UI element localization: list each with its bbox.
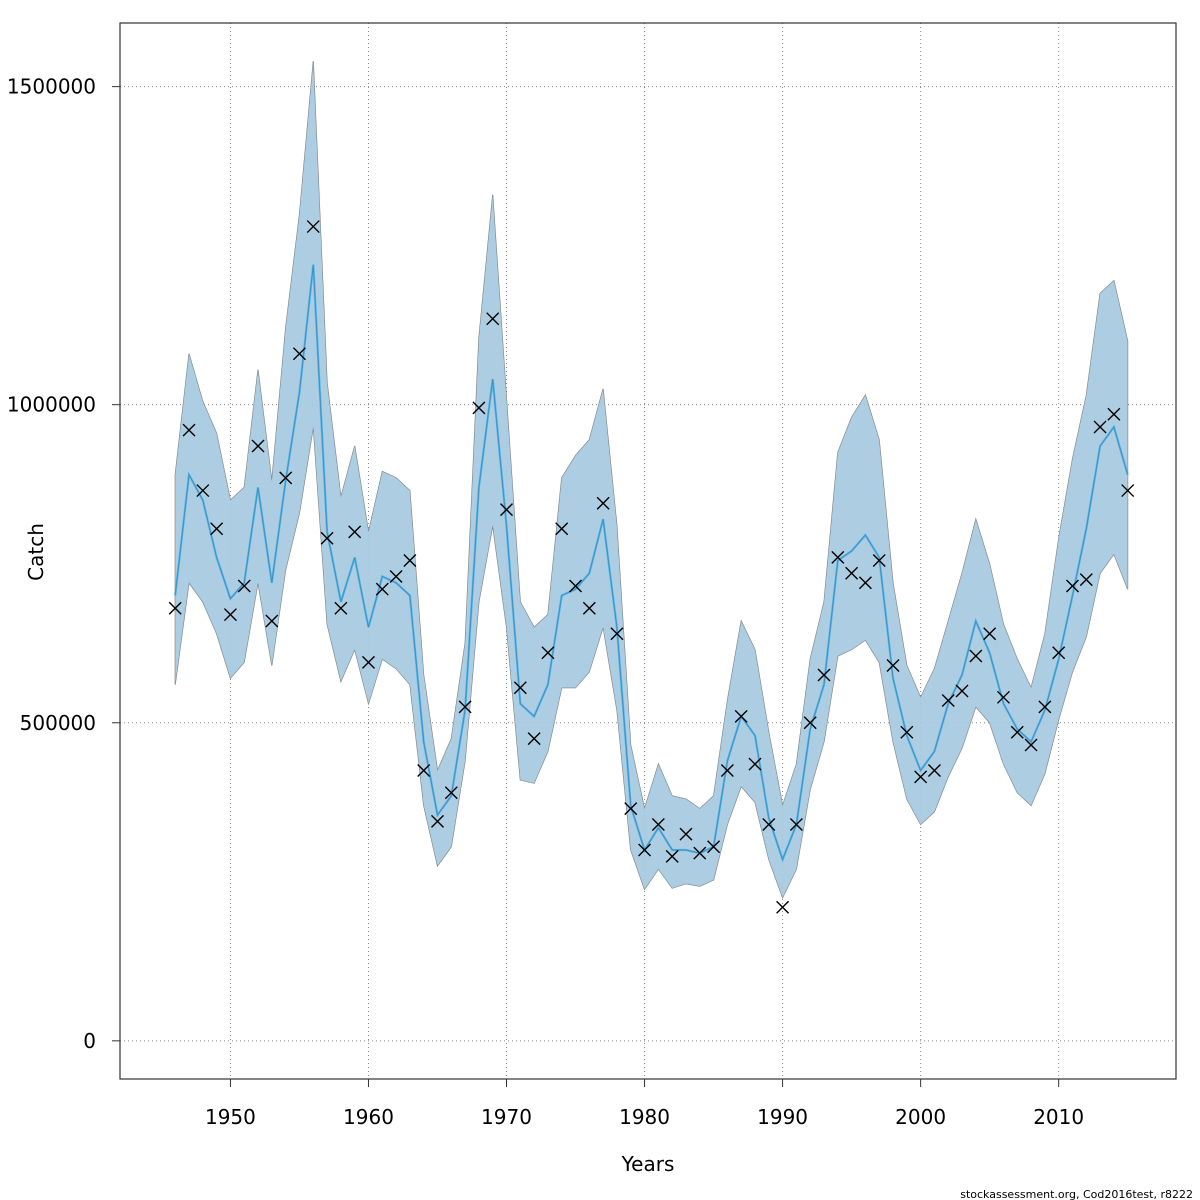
y-tick-label: 500000 [20,711,96,735]
observed-point [1121,484,1135,498]
x-tick-label: 2000 [895,1105,946,1129]
observed-point [472,401,486,415]
observed-point [748,757,762,771]
x-axis-title: Years [621,1152,675,1176]
footer-credit: stockassessment.org, Cod2016test, r8222 [960,1188,1193,1200]
observed-point [430,814,444,828]
observed-point [886,659,900,673]
observed-point [541,646,555,660]
observed-point [872,554,886,568]
confidence-band [174,61,1129,899]
observed-point [969,649,983,663]
observed-markers [168,220,1135,914]
observed-point [1024,738,1038,752]
confidence-band-inner [175,61,1128,898]
observed-point [707,840,721,854]
observed-point [651,818,665,832]
observed-point [348,525,362,539]
observed-point [210,522,224,536]
observed-point [776,900,790,914]
observed-point [900,725,914,739]
x-tick-label: 2010 [1033,1105,1084,1129]
observed-point [196,484,210,498]
observed-point [569,579,583,593]
x-axis: 1950 1960 1970 1980 1990 2000 2010 [205,1079,1084,1129]
observed-point [555,522,569,536]
observed-point [1010,725,1024,739]
observed-point [941,693,955,707]
y-axis: 0 500000 1000000 1500000 [7,75,120,1053]
observed-point [223,608,237,622]
observed-point [693,846,707,860]
observed-point [527,732,541,746]
plot-frame [119,22,1177,1080]
observed-point [679,827,693,841]
observed-point [1107,407,1121,421]
x-tick-label: 1950 [205,1105,256,1129]
observed-point [858,576,872,590]
observed-point [486,312,500,326]
observed-point [500,503,514,517]
observed-point [996,690,1010,704]
observed-point [596,496,610,510]
observed-point [1079,573,1093,587]
observed-point [306,220,320,234]
observed-point [914,770,928,784]
observed-point [1093,420,1107,434]
observed-point [320,531,334,545]
observed-point [1038,700,1052,714]
observed-point [265,614,279,628]
observed-point [417,763,431,777]
observed-point [762,818,776,832]
y-tick-label: 1500000 [7,75,96,99]
observed-point [279,471,293,485]
fitted-line-core [174,264,1129,861]
observed-point [513,681,527,695]
observed-point [845,566,859,580]
fitted-lines [174,264,1129,863]
observed-point [182,423,196,437]
observed-point [803,716,817,730]
observed-point [389,569,403,583]
observed-point [638,843,652,857]
observed-point [292,347,306,361]
observed-point [251,439,265,453]
observed-point [334,601,348,615]
observed-point [582,601,596,615]
observed-point [665,849,679,863]
x-tick-label: 1980 [619,1105,670,1129]
y-axis-title: Catch [24,523,48,581]
observed-point [831,550,845,564]
observed-point [1052,646,1066,660]
observed-point [361,655,375,669]
observed-point [237,579,251,593]
observed-point [734,709,748,723]
observed-point [983,627,997,641]
observed-point [375,582,389,596]
x-tick-label: 1970 [481,1105,532,1129]
observed-point [168,601,182,615]
observed-point [955,684,969,698]
observed-point [927,763,941,777]
observed-point [403,554,417,568]
observed-point [720,763,734,777]
observed-point [624,802,638,816]
observed-point [458,700,472,714]
observed-point [789,818,803,832]
observed-point [444,786,458,800]
observed-point [1065,579,1079,593]
observed-point [610,627,624,641]
observed-point [817,668,831,682]
x-tick-label: 1990 [757,1105,808,1129]
x-tick-label: 1960 [343,1105,394,1129]
y-tick-label: 0 [83,1029,96,1053]
y-tick-label: 1000000 [7,393,96,417]
